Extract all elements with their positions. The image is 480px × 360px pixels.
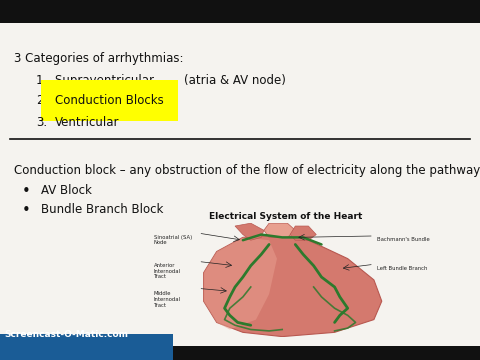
FancyBboxPatch shape (0, 0, 480, 23)
Text: Middle
Internodal
Tract: Middle Internodal Tract (154, 291, 181, 308)
FancyBboxPatch shape (0, 334, 173, 360)
Polygon shape (204, 237, 277, 329)
Text: 1.: 1. (36, 74, 47, 87)
Text: Bachmann's Bundle: Bachmann's Bundle (376, 237, 429, 242)
FancyBboxPatch shape (0, 346, 480, 360)
Text: •: • (22, 203, 30, 219)
Polygon shape (290, 226, 316, 240)
Text: Conduction block – any obstruction of the flow of electricity along the pathway: Conduction block – any obstruction of th… (14, 164, 480, 177)
Text: Conduction Blocks: Conduction Blocks (55, 94, 164, 107)
Text: Electrical System of the Heart: Electrical System of the Heart (209, 212, 362, 221)
Text: 3 Categories of arrhythmias:: 3 Categories of arrhythmias: (14, 52, 184, 65)
Text: Sinoatrial (SA)
Node: Sinoatrial (SA) Node (154, 235, 192, 246)
Polygon shape (264, 223, 295, 237)
Polygon shape (204, 235, 382, 337)
Text: Supraventricular        (atria & AV node): Supraventricular (atria & AV node) (55, 74, 286, 87)
Text: 2.: 2. (36, 94, 47, 107)
Text: 3.: 3. (36, 116, 47, 129)
Polygon shape (235, 223, 264, 240)
Text: •: • (22, 184, 30, 199)
Text: AV Block: AV Block (41, 184, 92, 197)
Text: Bundle Branch Block: Bundle Branch Block (41, 203, 163, 216)
Text: Left Bundle Branch: Left Bundle Branch (376, 266, 427, 271)
Text: Anterior
Internodal
Tract: Anterior Internodal Tract (154, 263, 181, 279)
Text: Ventricular: Ventricular (55, 116, 120, 129)
Text: Screencast-O-Matic.com: Screencast-O-Matic.com (5, 330, 129, 338)
